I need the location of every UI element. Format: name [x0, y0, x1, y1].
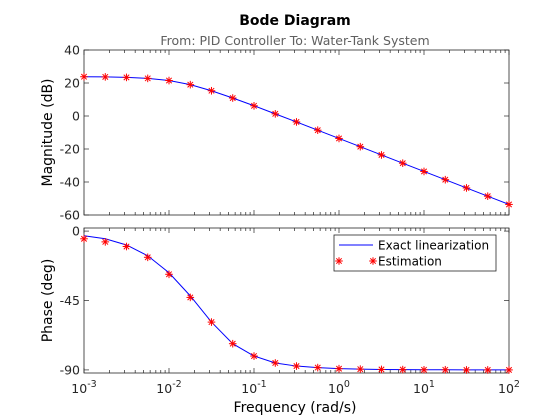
phase-estimation-point	[228, 339, 237, 348]
phase-estimation-point	[483, 366, 492, 374]
magnitude-axes-box	[83, 49, 510, 216]
chart-subtitle: From: PID Controller To: Water-Tank Syst…	[160, 33, 429, 48]
magnitude-estimation-point	[186, 80, 195, 89]
magnitude-estimation-point	[335, 134, 343, 143]
phase-estimation-point	[186, 293, 195, 302]
phase-estimation-point	[377, 365, 386, 374]
magnitude-estimation-point	[356, 142, 365, 151]
phase-x-tick-label: 100	[328, 379, 350, 396]
legend-estimation-marker	[335, 257, 343, 265]
phase-estimation-point	[462, 366, 471, 374]
magnitude-y-tick-label: -60	[60, 208, 80, 223]
phase-estimation-point	[80, 234, 88, 243]
phase-x-tick-label: 10-1	[241, 379, 266, 396]
magnitude-estimation-point	[122, 73, 131, 82]
phase-estimation-point	[420, 365, 428, 374]
phase-estimation-point	[101, 238, 110, 246]
phase-estimation-point	[165, 270, 173, 279]
magnitude-estimation-point	[271, 110, 280, 118]
phase-estimation-point	[207, 318, 216, 326]
magnitude-y-tick-label: -20	[60, 142, 80, 157]
phase-y-tick-label: 0	[72, 224, 80, 239]
magnitude-estimation-point	[398, 159, 407, 167]
magnitude-estimation-point	[250, 101, 258, 110]
phase-estimation-point	[292, 362, 301, 370]
magnitude-ylabel: Magnitude (dB)	[40, 78, 56, 186]
phase-estimation-point	[271, 359, 280, 367]
legend-estimation-marker	[369, 257, 377, 265]
phase-y-tick-label: -45	[60, 293, 80, 308]
magnitude-estimation-point	[80, 72, 88, 81]
phase-estimation-point	[398, 365, 407, 374]
phase-estimation-point	[441, 365, 450, 374]
magnitude-estimation-point	[420, 167, 428, 176]
magnitude-estimation-point	[165, 76, 173, 85]
phase-estimation-point	[122, 242, 131, 251]
magnitude-y-tick-label: 0	[72, 109, 80, 124]
phase-estimation-point	[250, 352, 258, 360]
phase-estimation-point	[143, 253, 152, 262]
legend-box	[333, 234, 497, 272]
magnitude-estimation-point	[143, 74, 152, 83]
legend-estimation-label: Estimation	[378, 255, 442, 269]
magnitude-estimation-point	[505, 200, 513, 209]
magnitude-y-tick-label: 40	[64, 43, 80, 58]
magnitude-y-tick-label: -40	[60, 175, 80, 190]
magnitude-ticks: 40 20 0 -20 -40 -60	[60, 43, 510, 223]
phase-ylabel: Phase (deg)	[40, 259, 56, 343]
magnitude-estimation-point	[483, 192, 492, 200]
magnitude-estimation-point	[228, 94, 237, 102]
phase-y-tick-label: -90	[60, 362, 80, 377]
magnitude-estimation-point	[207, 86, 216, 95]
phase-panel: 0 -45 -90 10-3 10-2 10-1 100 101 102 Phase (deg)…	[40, 224, 520, 396]
x-axis-label: Frequency (rad/s)	[234, 400, 357, 416]
phase-estimation-point	[313, 363, 322, 372]
magnitude-estimation-point	[377, 151, 386, 159]
legend-estimation-swatch	[335, 257, 377, 265]
phase-estimation-point	[505, 366, 513, 374]
magnitude-y-tick-label: 20	[64, 76, 80, 91]
legend-exact-label: Exact linearization	[378, 239, 489, 253]
legend: Exact linearization Estimation	[333, 234, 497, 272]
magnitude-panel: 40 20 0 -20 -40 -60 Magnitude (dB)	[40, 43, 513, 223]
phase-data	[80, 234, 513, 374]
magnitude-data	[80, 72, 513, 209]
magnitude-estimation-point	[313, 126, 322, 134]
phase-estimation-point	[356, 365, 365, 373]
magnitude-estimation-point	[441, 175, 450, 184]
phase-x-tick-label: 10-2	[156, 379, 181, 396]
magnitude-estimation-point	[462, 184, 471, 192]
phase-x-tick-label: 10-3	[71, 379, 96, 396]
magnitude-estimation-point	[101, 73, 110, 81]
chart-title: Bode Diagram	[239, 13, 351, 29]
phase-x-tick-label: 101	[413, 379, 435, 396]
magnitude-estimation-point	[292, 118, 301, 126]
phase-estimation-point	[335, 364, 343, 373]
phase-x-tick-label: 102	[498, 379, 520, 396]
